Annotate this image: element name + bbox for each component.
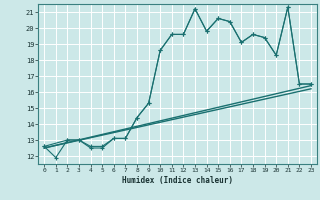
- X-axis label: Humidex (Indice chaleur): Humidex (Indice chaleur): [122, 176, 233, 185]
